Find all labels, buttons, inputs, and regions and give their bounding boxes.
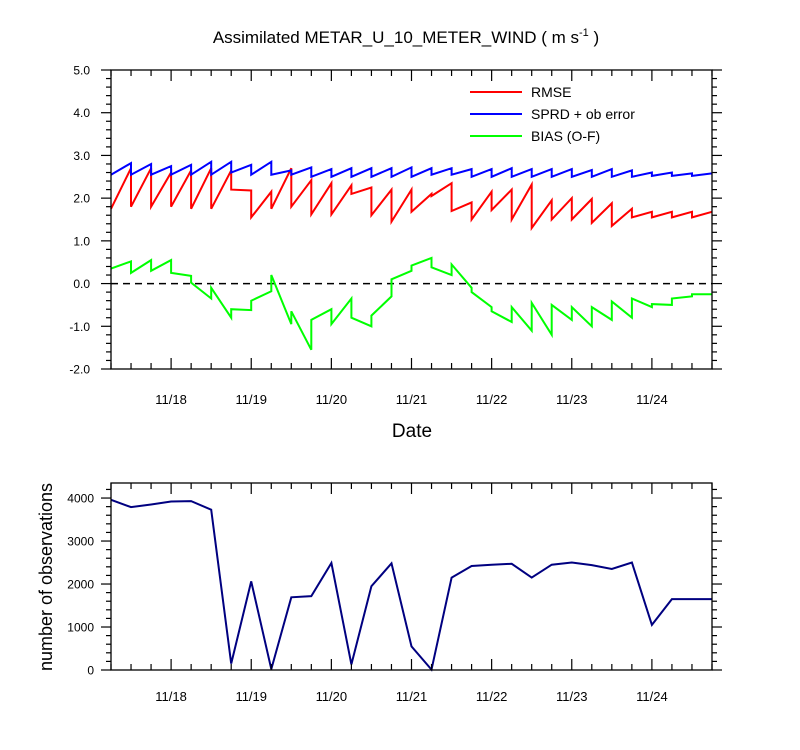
title-end: ) xyxy=(589,28,599,47)
x-tick-label: 11/19 xyxy=(235,689,267,704)
observations-plot-frame xyxy=(110,482,713,671)
x-tick-label: 11/24 xyxy=(636,392,668,407)
legend: RMSE SPRD + ob error BIAS (O-F) xyxy=(470,84,635,144)
y-tick-label: -2.0 xyxy=(69,363,90,377)
legend-label: BIAS (O-F) xyxy=(531,128,600,144)
series-line-bias-o-f xyxy=(110,256,712,351)
y-tick-label: 0 xyxy=(87,664,94,678)
x-axis-label: Date xyxy=(392,421,432,442)
x-tick-label: 11/18 xyxy=(155,689,187,704)
y-tick-label: -1.0 xyxy=(69,320,90,334)
y-tick-label: 3000 xyxy=(67,535,94,549)
chart-title: Assimilated METAR_U_10_METER_WIND ( m s-… xyxy=(213,27,599,47)
metrics-plot-frame xyxy=(110,69,713,370)
x-tick-label: 11/22 xyxy=(476,392,508,407)
metrics-plot: 5.0 4.0 3.0 2.0 1.0 0.0 -1.0 -2.0 11/18 11/19 11/… xyxy=(69,64,722,442)
x-tick-label: 11/23 xyxy=(556,689,588,704)
x-tick-label: 11/21 xyxy=(396,689,428,704)
x-tick-label: 11/23 xyxy=(556,392,588,407)
series-line-observations xyxy=(110,498,712,672)
title-main: Assimilated METAR_U_10_METER_WIND ( m s xyxy=(213,28,579,47)
legend-label: RMSE xyxy=(531,84,571,100)
y-tick-label: 0.0 xyxy=(73,277,90,291)
series-line-rmse xyxy=(110,167,713,232)
y-tick-label: 4000 xyxy=(67,492,94,506)
y-tick-label: 1000 xyxy=(67,621,94,635)
y-tick-label: 1.0 xyxy=(73,234,90,248)
x-tick-label: 11/24 xyxy=(636,689,668,704)
y-tick-label: 3.0 xyxy=(73,149,90,163)
x-tick-label: 11/19 xyxy=(235,392,267,407)
x-tick-label: 11/22 xyxy=(476,689,508,704)
y-tick-label: 5.0 xyxy=(73,64,90,78)
x-tick-label: 11/20 xyxy=(316,392,348,407)
y-tick-label: 2.0 xyxy=(73,192,90,206)
y-axis-label: number of observations xyxy=(36,483,56,671)
legend-label: SPRD + ob error xyxy=(531,106,635,122)
x-tick-label: 11/18 xyxy=(155,392,187,407)
y-tick-label: 2000 xyxy=(67,578,94,592)
series-line-sprd-ob-error xyxy=(110,159,713,179)
x-tick-label: 11/21 xyxy=(396,392,428,407)
observations-plot: 4000 3000 2000 1000 0 11/18 11/19 11/20 11/21 11… xyxy=(36,482,722,704)
x-tick-label: 11/20 xyxy=(316,689,348,704)
title-superscript: -1 xyxy=(579,27,589,39)
y-tick-label: 4.0 xyxy=(73,106,90,120)
